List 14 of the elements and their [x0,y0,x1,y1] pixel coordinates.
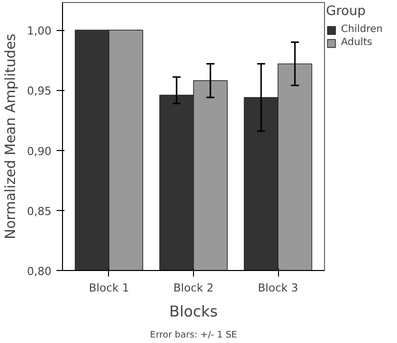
y-tick-label: 0,95 [27,84,52,98]
x-tick-label: Block 1 [88,282,130,294]
y-tick-label: 0,90 [27,144,52,158]
legend-label: Adults [341,37,372,48]
x-axis-title: Blocks [169,302,218,320]
x-tick-label: Block 3 [258,282,298,294]
legend-label: Children [341,24,383,35]
text: Error bars: +/- 1 SE [150,330,238,340]
legend-title: Group [326,4,367,19]
x-tick-label: Block 2 [173,282,214,294]
y-axis-title: Normalized Mean Amplitudes [3,34,20,240]
y-tick-label: 0,80 [27,265,52,278]
y-tick-label: 1,00 [27,24,52,38]
y-tick-label: 0,85 [27,204,52,218]
